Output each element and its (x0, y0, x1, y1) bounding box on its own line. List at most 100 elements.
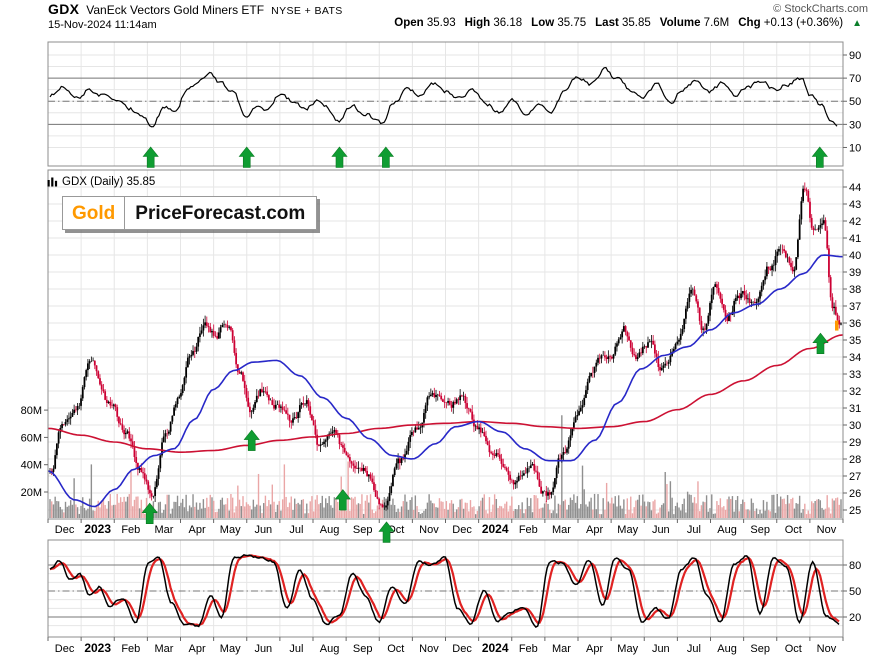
top-indicator-line (49, 66, 838, 128)
axis-tick-label: 2023 (84, 641, 111, 655)
axis-tick-label: Dec (55, 524, 75, 536)
axis-tick-label: Feb (121, 643, 140, 655)
axis-tick-label: Feb (519, 524, 538, 536)
buy-signal-arrow (377, 146, 394, 168)
axis-tick-label: Dec (452, 643, 472, 655)
axis-tick-label: 10 (849, 142, 861, 154)
axis-tick-label: Aug (320, 524, 340, 536)
axis-tick-label: 90 (849, 50, 861, 62)
axis-tick-label: Oct (387, 643, 404, 655)
buy-signal-arrow (142, 146, 159, 168)
axis-tick-label: Mar (154, 524, 173, 536)
last-price-marker (835, 320, 839, 331)
axis-tick-label: Jun (652, 524, 670, 536)
axis-tick-label: Jul (687, 524, 701, 536)
watermark-gold-box: Gold (62, 196, 126, 230)
axis-tick-label: 35 (849, 335, 861, 347)
axis-tick-label: 34 (849, 352, 861, 364)
axis-tick-label: Jul (289, 643, 303, 655)
axis-tick-label: 20M (21, 487, 42, 499)
axis-tick-label: Nov (817, 643, 837, 655)
axis-tick-label: Aug (717, 524, 737, 536)
axis-tick-label: Sep (750, 524, 770, 536)
quote-low: Low 35.75 (531, 17, 587, 29)
axis-tick-label: Sep (353, 643, 373, 655)
axis-tick-label: 29 (849, 437, 861, 449)
security-name: VanEck Vectors Gold Miners ETF (86, 3, 265, 17)
quote-fields: Open 35.93 High 36.18 Low 35.75 Last 35.85 V… (394, 17, 843, 29)
axis-tick-label: 30 (849, 420, 861, 432)
axis-tick-label: 2023 (84, 522, 111, 536)
axis-tick-label: 20 (849, 612, 861, 624)
buy-signal-arrow (812, 332, 829, 354)
quote-summary: Open 35.93 High 36.18 Low 35.75 Last 35.85 V… (394, 17, 862, 29)
axis-tick-label: Mar (552, 524, 571, 536)
axis-tick-label: May (617, 524, 638, 536)
axis-tick-label: 31 (849, 403, 861, 415)
axis-tick-label: 32 (849, 386, 861, 398)
axis-tick-label: 60M (21, 432, 42, 444)
axis-tick-label: 37 (849, 301, 861, 313)
axis-tick-label: 40 (849, 250, 861, 262)
buy-signal-arrow (238, 146, 255, 168)
axis-tick-label: Jul (289, 524, 303, 536)
buy-signal-arrow (243, 429, 260, 451)
axis-tick-label: Jun (254, 524, 272, 536)
main-panel-label: GDX (Daily) 35.85 (62, 176, 156, 188)
axis-tick-label: 2024 (482, 641, 509, 655)
quote-open: Open 35.93 (394, 17, 456, 29)
axis-tick-label: 40M (21, 460, 42, 472)
stockcharts-credit: © StockCharts.com (773, 3, 868, 15)
axis-tick-label: Oct (785, 524, 802, 536)
axis-tick-label: Nov (419, 643, 439, 655)
axis-tick-label: 39 (849, 267, 861, 279)
ticker-symbol: GDX (48, 1, 80, 17)
axis-tick-label: Oct (785, 643, 802, 655)
axis-tick-label: 26 (849, 488, 861, 500)
axis-tick-label: 80 (849, 560, 861, 572)
quote-volume: Volume 7.6M (659, 17, 730, 29)
buy-signal-arrow (334, 489, 351, 511)
stochastic-signal-line (49, 554, 840, 627)
axis-tick-label: Apr (586, 643, 603, 655)
axis-tick-label: 38 (849, 284, 861, 296)
axis-tick-label: 30 (849, 119, 861, 131)
axis-tick-label: Mar (552, 643, 571, 655)
axis-tick-label: Dec (55, 643, 75, 655)
axis-tick-label: May (617, 643, 638, 655)
chart-type-icon (47, 177, 58, 186)
buy-signal-arrow (811, 146, 828, 168)
axis-tick-label: May (220, 643, 241, 655)
axis-tick-label: 50 (849, 586, 861, 598)
axis-tick-label: Dec (452, 524, 472, 536)
axis-tick-label: Apr (189, 643, 206, 655)
axis-tick-label: Feb (121, 524, 140, 536)
quote-high: High 36.18 (464, 17, 523, 29)
axis-tick-label: Aug (320, 643, 340, 655)
watermark-domain-box: PriceForecast.com (124, 196, 318, 230)
quote-chg: Chg +0.13 (+0.36%) (738, 17, 844, 29)
axis-tick-label: 41 (849, 233, 861, 245)
axis-tick-label: 27 (849, 471, 861, 483)
axis-tick-label: 33 (849, 369, 861, 381)
axis-tick-label: Sep (353, 524, 373, 536)
axis-tick-label: 36 (849, 318, 861, 330)
axis-tick-label: 50 (849, 96, 861, 108)
goldpriceforecast-watermark: Gold PriceForecast.com (62, 196, 318, 230)
axis-tick-label: 2024 (482, 522, 509, 536)
axis-tick-label: Aug (717, 643, 737, 655)
quote-datetime: 15-Nov-2024 11:14am (48, 19, 157, 31)
axis-tick-label: 42 (849, 216, 861, 228)
axis-tick-label: Nov (419, 524, 439, 536)
axis-tick-label: Oct (387, 524, 404, 536)
axis-tick-label: 28 (849, 454, 861, 466)
axis-tick-label: Mar (154, 643, 173, 655)
buy-signal-arrow (141, 502, 158, 524)
axis-tick-label: 80M (21, 405, 42, 417)
axis-tick-label: 25 (849, 505, 861, 517)
axis-tick-label: Apr (586, 524, 603, 536)
axis-tick-label: May (220, 524, 241, 536)
axis-tick-label: Jun (254, 643, 272, 655)
